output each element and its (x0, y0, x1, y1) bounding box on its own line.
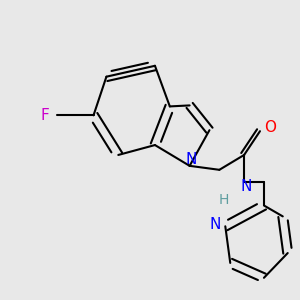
Text: O: O (264, 120, 276, 135)
Text: H: H (218, 193, 229, 206)
Text: F: F (40, 108, 50, 123)
Text: N: N (186, 152, 197, 167)
Text: N: N (240, 179, 252, 194)
Text: N: N (210, 217, 221, 232)
